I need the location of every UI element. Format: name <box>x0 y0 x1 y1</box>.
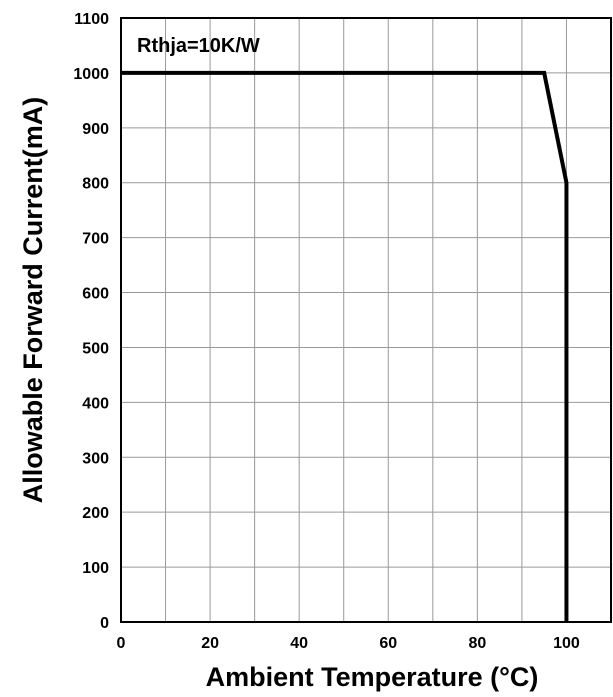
plot-frame <box>120 17 612 623</box>
y-tick-label: 100 <box>82 560 109 577</box>
x-tick-label: 80 <box>468 635 486 652</box>
x-axis-title: Ambient Temperature (°C) <box>206 662 539 692</box>
y-tick-label: 900 <box>82 121 109 138</box>
x-tick-label: 0 <box>117 635 126 652</box>
y-tick-label: 400 <box>82 395 109 412</box>
y-tick-label: 300 <box>82 450 109 467</box>
series-line <box>121 70 569 622</box>
y-tick-label: 200 <box>82 505 109 522</box>
y-tick-label: 600 <box>82 286 109 303</box>
x-tick-labels: 0 20 40 60 80 100 <box>117 635 580 652</box>
series-group <box>121 70 569 622</box>
y-axis-title: Allowable Forward Current(mA) <box>18 97 48 504</box>
x-tick-label: 60 <box>379 635 397 652</box>
grid-lines <box>120 17 612 623</box>
y-tick-label: 1000 <box>73 66 109 83</box>
x-tick-label: 20 <box>201 635 219 652</box>
y-tick-label: 800 <box>82 176 109 193</box>
x-tick-label: 40 <box>290 635 308 652</box>
thermal-resistance-annotation: Rthja=10K/W <box>137 35 260 57</box>
y-tick-label: 1100 <box>74 11 109 28</box>
y-tick-label: 500 <box>82 340 109 357</box>
y-tick-label: 700 <box>82 231 109 248</box>
x-tick-label: 100 <box>553 635 580 652</box>
y-tick-labels: 0 100 200 300 400 500 600 700 800 900 1000 1100 <box>73 11 109 632</box>
y-tick-label: 0 <box>100 615 109 632</box>
